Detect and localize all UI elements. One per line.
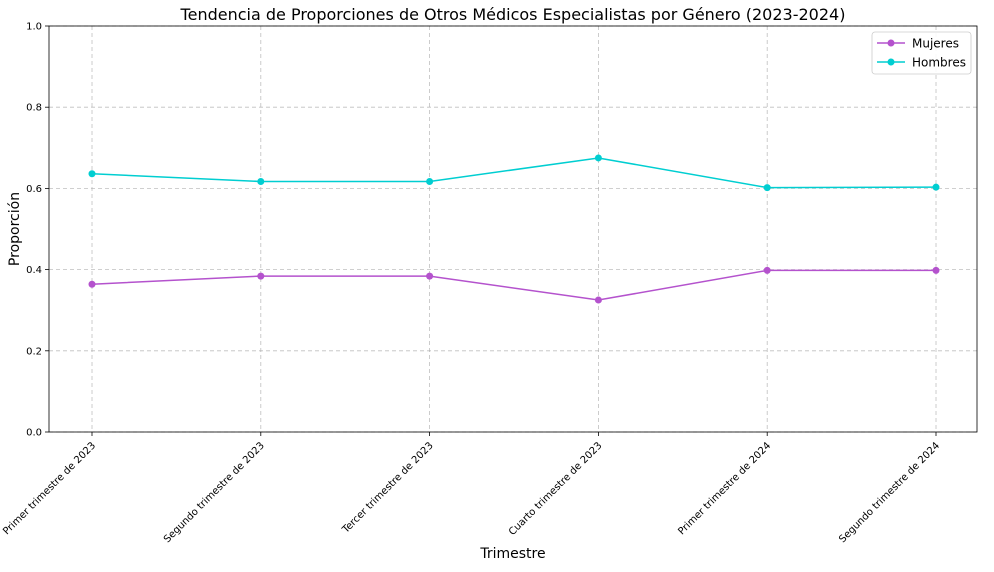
data-point-mujeres	[932, 266, 940, 274]
data-point-mujeres	[763, 266, 771, 274]
y-tick-label: 1.0	[26, 22, 42, 33]
x-axis: Primer trimestre de 2023 Segundo trimestr…	[1, 432, 942, 545]
x-tick-label: Segundo trimestre de 2023	[162, 440, 267, 545]
x-tick-label: Tercer trimestre de 2023	[340, 440, 436, 536]
chart-title: Tendencia de Proporciones de Otros Médic…	[180, 5, 846, 24]
y-tick-label: 0.2	[26, 346, 42, 357]
x-axis-label: Trimestre	[479, 546, 545, 562]
data-point-mujeres	[88, 280, 96, 288]
data-point-hombres	[763, 184, 771, 192]
data-point-mujeres	[594, 296, 602, 304]
data-point-hombres	[257, 177, 265, 185]
legend-item-mujeres: Mujeres	[877, 37, 959, 51]
series-line-mujeres	[91, 269, 936, 301]
series-lines	[91, 157, 937, 301]
legend-marker-swatch	[887, 39, 895, 47]
y-tick-label: 0.0	[26, 428, 42, 439]
data-point-mujeres	[426, 272, 434, 280]
y-axis-label: Proporción	[7, 192, 23, 266]
data-point-hombres	[88, 170, 96, 178]
y-tick-label: 0.4	[26, 265, 42, 276]
y-tick-label: 0.6	[26, 184, 42, 195]
series-points	[88, 154, 940, 304]
legend-marker-swatch	[887, 58, 895, 66]
legend-label: Hombres	[912, 56, 966, 70]
y-axis: 0.0 0.2 0.4 0.6 0.8 1.0	[26, 22, 49, 439]
plot-frame	[48, 25, 978, 433]
x-tick-label: Cuarto trimestre de 2023	[507, 440, 605, 538]
data-point-hombres	[932, 183, 940, 191]
data-point-hombres	[594, 154, 602, 162]
y-tick-label: 0.8	[26, 103, 42, 114]
data-point-mujeres	[257, 272, 265, 280]
legend-label: Mujeres	[912, 37, 959, 51]
legend-item-hombres: Hombres	[877, 56, 966, 70]
x-tick-label: Primer trimestre de 2024	[676, 440, 773, 537]
x-tick-label: Segundo trimestre de 2024	[837, 440, 942, 545]
x-tick-label: Primer trimestre de 2023	[1, 440, 98, 537]
legend: Mujeres Hombres	[871, 31, 972, 75]
series-line-hombres	[91, 157, 937, 189]
data-point-hombres	[426, 177, 434, 185]
grid	[49, 25, 977, 433]
